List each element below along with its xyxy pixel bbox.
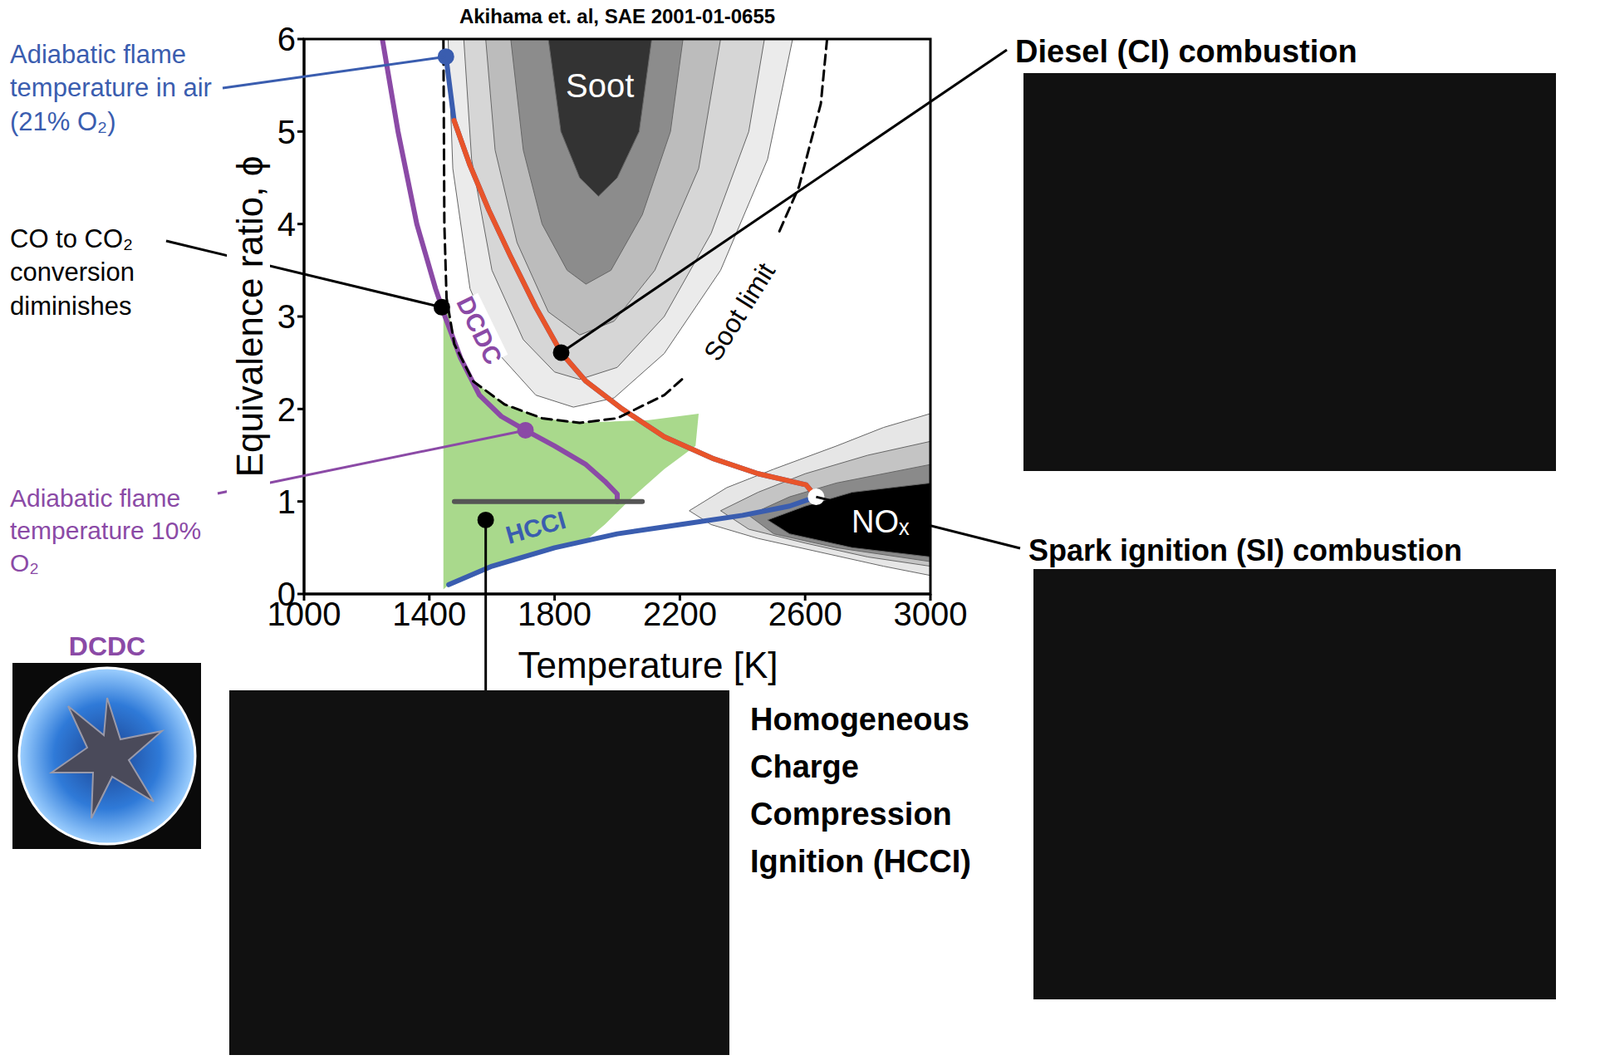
svg-text:1000: 1000 bbox=[267, 595, 342, 633]
html-text:Adiabatic flame temperature in: Adiabatic flame temperature in air (21% … bbox=[9, 39, 212, 136]
svg-text:2200: 2200 bbox=[642, 595, 717, 633]
html-text:Adiabatic flame temperature 10: Adiabatic flame temperature 10% O₂ bbox=[9, 484, 202, 577]
svg-text:Equivalence ratio, ϕ: Equivalence ratio, ϕ bbox=[229, 156, 270, 478]
svg-text:0: 0 bbox=[277, 575, 296, 613]
svg-text:DCDC: DCDC bbox=[68, 631, 146, 662]
svg-text:Soot: Soot bbox=[565, 67, 634, 104]
svg-text:3: 3 bbox=[277, 298, 296, 335]
svg-text:3000: 3000 bbox=[893, 595, 968, 633]
html-text:Spark ignition (SI) combustion: Spark ignition (SI) combustion bbox=[1028, 533, 1463, 568]
html-text:Diesel (CI) combustion: Diesel (CI) combustion bbox=[1015, 34, 1358, 69]
html-text:Akihama et. al, SAE 2001-01-06: Akihama et. al, SAE 2001-01-0655 bbox=[459, 4, 776, 28]
svg-text:HCCI: HCCI bbox=[502, 505, 570, 550]
svg-text:6: 6 bbox=[277, 20, 296, 58]
svg-text:1400: 1400 bbox=[392, 595, 467, 633]
svg-text:5: 5 bbox=[277, 113, 296, 151]
svg-text:Soot limit: Soot limit bbox=[697, 257, 781, 367]
svg-text:NOₓ: NOₓ bbox=[851, 504, 910, 540]
svg-text:2600: 2600 bbox=[768, 595, 843, 633]
svg-text:2: 2 bbox=[277, 391, 296, 428]
svg-text:1800: 1800 bbox=[517, 595, 592, 633]
svg-text:1: 1 bbox=[277, 483, 296, 521]
html-text:Homogeneous Charge Compression: Homogeneous Charge Compression Ignition … bbox=[750, 701, 972, 879]
svg-text:DCDC: DCDC bbox=[451, 292, 508, 369]
svg-text:4: 4 bbox=[277, 206, 296, 243]
html-text:CO to CO₂ conversion diminishe: CO to CO₂ conversion diminishes bbox=[9, 224, 135, 321]
html-text:Temperature [K]: Temperature [K] bbox=[517, 644, 778, 686]
